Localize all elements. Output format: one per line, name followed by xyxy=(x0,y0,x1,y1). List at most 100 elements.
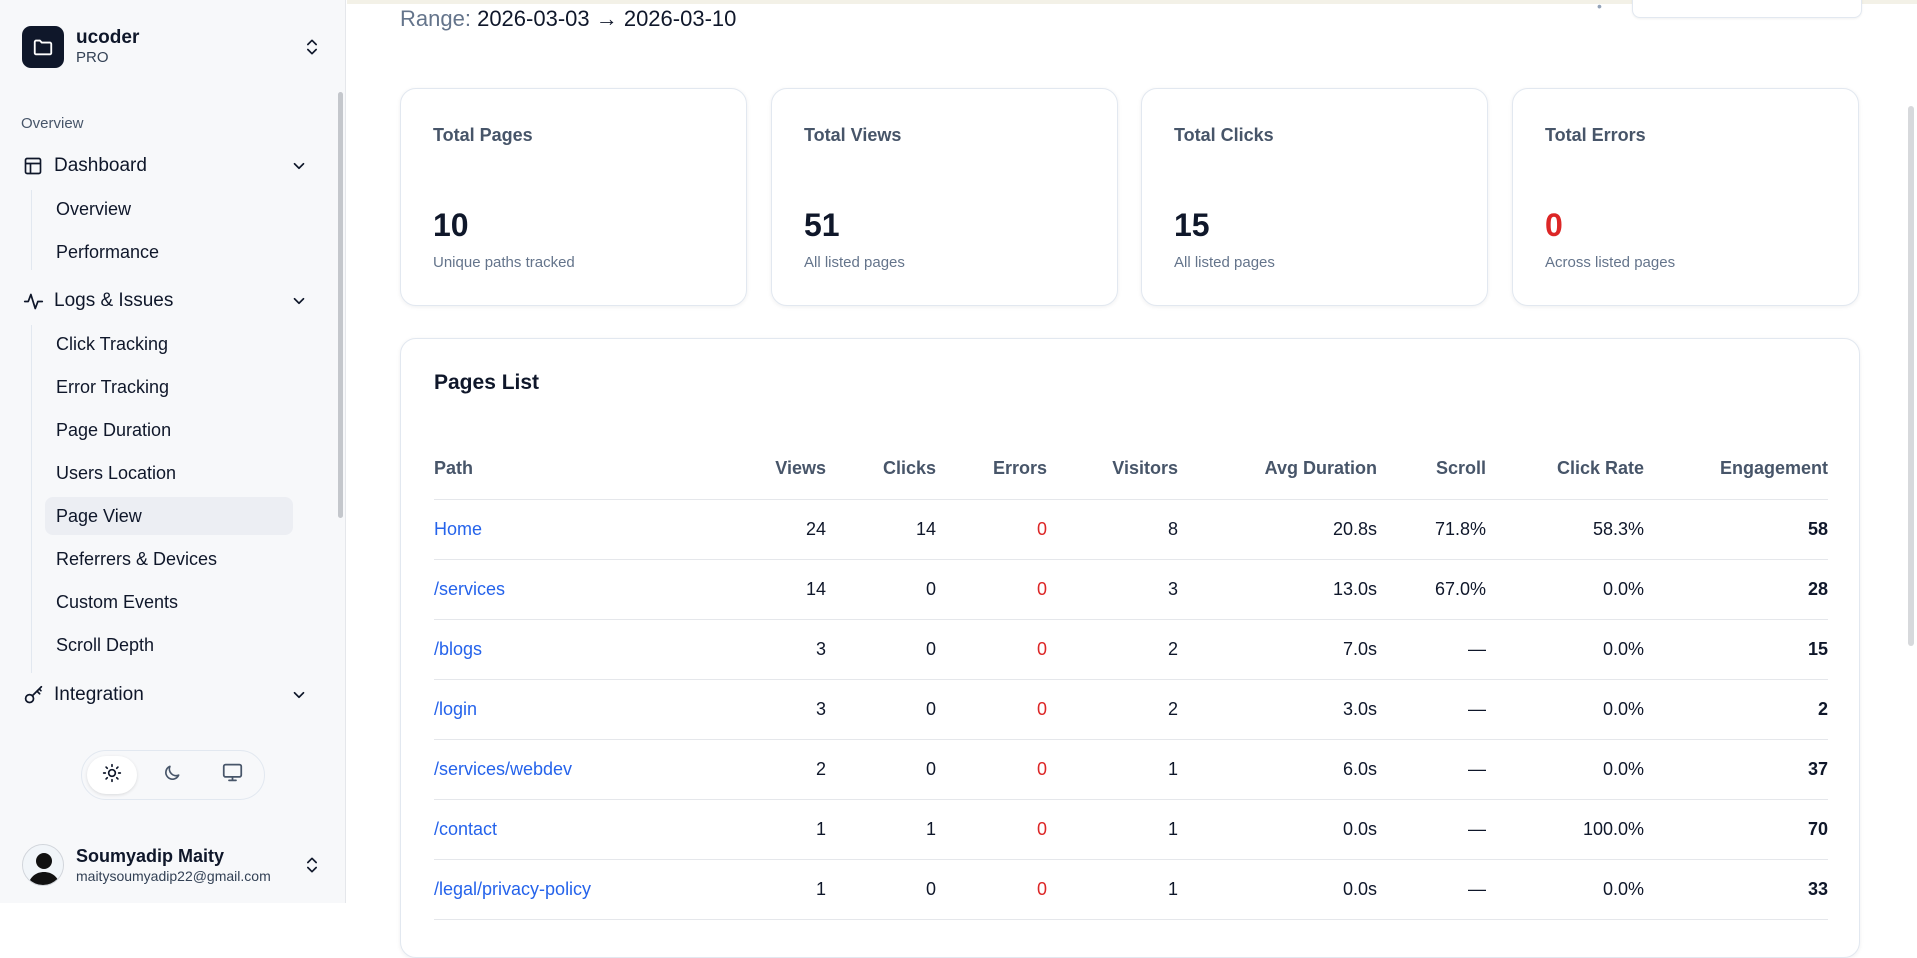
system-theme-button[interactable] xyxy=(207,756,257,794)
sidebar-item-custom-events[interactable]: Custom Events xyxy=(56,591,179,612)
sidebar-item-error-tracking[interactable]: Error Tracking xyxy=(56,376,170,397)
user-name: Soumyadip Maity xyxy=(76,846,225,866)
stat-card-total-pages: Total Pages 10 Unique paths tracked xyxy=(400,88,747,306)
path-link[interactable]: /blogs xyxy=(434,619,664,680)
clipped-indicator-icon: • xyxy=(1597,0,1602,14)
stat-card-total-views: Total Views 51 All listed pages xyxy=(771,88,1118,306)
monitor-icon xyxy=(222,762,243,788)
date-range-picker-button[interactable] xyxy=(1632,0,1862,18)
scroll-cell: — xyxy=(1377,859,1486,920)
views-cell: 14 xyxy=(664,559,826,620)
avg-duration-cell: 13.0s xyxy=(1178,559,1377,620)
folder-icon xyxy=(22,26,64,68)
column-header-views[interactable]: Views xyxy=(664,439,826,500)
avg-duration-cell: 20.8s xyxy=(1178,499,1377,560)
sidebar-item-scroll-depth[interactable]: Scroll Depth xyxy=(56,634,155,655)
clicks-cell: 0 xyxy=(826,619,936,680)
sidebar-item-page-view[interactable]: Page View xyxy=(45,497,293,535)
table-row: /blogs 3 0 0 2 7.0s — 0.0% 15 xyxy=(434,619,1828,680)
key-icon xyxy=(22,684,44,706)
range-value: 2026-03-03 → 2026-03-10 xyxy=(477,6,737,31)
path-link[interactable]: /legal/privacy-policy xyxy=(434,859,664,920)
avg-duration-cell: 0.0s xyxy=(1178,859,1377,920)
path-link[interactable]: Home xyxy=(434,499,664,560)
dark-theme-button[interactable] xyxy=(147,756,197,794)
column-header-engagement[interactable]: Engagement xyxy=(1644,439,1828,500)
sidebar-item-overview[interactable]: Overview xyxy=(56,198,132,219)
user-menu[interactable]: Soumyadip Maity maitysoumyadip22@gmail.c… xyxy=(22,843,322,887)
path-link[interactable]: /services/webdev xyxy=(434,739,664,800)
errors-cell: 0 xyxy=(936,679,1047,740)
stat-card-total-clicks: Total Clicks 15 All listed pages xyxy=(1141,88,1488,306)
pages-list-card: Pages List Path Views Clicks Errors Visi… xyxy=(400,338,1860,958)
visitors-cell: 1 xyxy=(1047,859,1178,920)
team-switcher[interactable]: ucoder PRO xyxy=(22,26,322,68)
views-cell: 1 xyxy=(664,799,826,860)
sidebar-item-users-location[interactable]: Users Location xyxy=(56,462,177,483)
layout-dashboard-icon xyxy=(22,155,44,177)
sidebar-item-performance[interactable]: Performance xyxy=(56,241,160,262)
scroll-cell: — xyxy=(1377,679,1486,740)
sidebar-item-label: Dashboard xyxy=(54,155,147,176)
sidebar-scrollbar[interactable] xyxy=(338,92,343,518)
column-header-clicks[interactable]: Clicks xyxy=(826,439,936,500)
path-link[interactable]: /services xyxy=(434,559,664,620)
engagement-cell: 15 xyxy=(1644,619,1828,680)
column-header-errors[interactable]: Errors xyxy=(936,439,1047,500)
activity-icon xyxy=(22,290,44,312)
visitors-cell: 3 xyxy=(1047,559,1178,620)
chevron-down-icon xyxy=(290,292,308,315)
sidebar-item-referrers-devices[interactable]: Referrers & Devices xyxy=(56,548,218,569)
engagement-cell: 70 xyxy=(1644,799,1828,860)
avg-duration-cell: 6.0s xyxy=(1178,739,1377,800)
errors-cell: 0 xyxy=(936,739,1047,800)
click-rate-cell: 100.0% xyxy=(1486,799,1644,860)
avg-duration-cell: 3.0s xyxy=(1178,679,1377,740)
scroll-cell: 71.8% xyxy=(1377,499,1486,560)
chevrons-up-down-icon xyxy=(302,37,322,62)
views-cell: 2 xyxy=(664,739,826,800)
visitors-cell: 1 xyxy=(1047,739,1178,800)
errors-cell: 0 xyxy=(936,559,1047,620)
avg-duration-cell: 7.0s xyxy=(1178,619,1377,680)
path-link[interactable]: /contact xyxy=(434,799,664,860)
column-header-visitors[interactable]: Visitors xyxy=(1047,439,1178,500)
click-rate-cell: 0.0% xyxy=(1486,619,1644,680)
avatar xyxy=(22,844,64,886)
clicks-cell: 0 xyxy=(826,559,936,620)
pages-list-title: Pages List xyxy=(434,371,540,394)
errors-cell: 0 xyxy=(936,499,1047,560)
views-cell: 3 xyxy=(664,679,826,740)
logs-subnav: Click Tracking Error Tracking Page Durat… xyxy=(31,325,293,673)
path-link[interactable]: /login xyxy=(434,679,664,740)
column-header-path[interactable]: Path xyxy=(434,439,664,500)
sidebar-item-logs-issues[interactable]: Logs & Issues xyxy=(22,286,316,316)
sidebar-item-dashboard[interactable]: Dashboard xyxy=(22,151,316,181)
clicks-cell: 0 xyxy=(826,679,936,740)
card-subtitle: Across listed pages xyxy=(1545,254,1676,271)
pages-table: Path Views Clicks Errors Visitors Avg Du… xyxy=(434,439,1828,920)
table-row: /login 3 0 0 2 3.0s — 0.0% 2 xyxy=(434,679,1828,740)
card-value: 15 xyxy=(1174,207,1210,243)
sidebar-item-integration[interactable]: Integration xyxy=(22,680,316,710)
views-cell: 24 xyxy=(664,499,826,560)
main-scrollbar[interactable] xyxy=(1908,106,1914,646)
column-header-click-rate[interactable]: Click Rate xyxy=(1486,439,1644,500)
click-rate-cell: 58.3% xyxy=(1486,499,1644,560)
column-header-scroll[interactable]: Scroll xyxy=(1377,439,1486,500)
sidebar-item-page-duration[interactable]: Page Duration xyxy=(56,419,172,440)
views-cell: 1 xyxy=(664,859,826,920)
light-theme-button[interactable] xyxy=(87,756,137,794)
user-email: maitysoumyadip22@gmail.com xyxy=(76,868,271,884)
sidebar-item-click-tracking[interactable]: Click Tracking xyxy=(56,333,169,354)
date-range: Range: 2026-03-03 → 2026-03-10 xyxy=(400,6,736,32)
card-value: 0 xyxy=(1545,207,1563,243)
scroll-cell: — xyxy=(1377,799,1486,860)
column-header-avg-duration[interactable]: Avg Duration xyxy=(1178,439,1377,500)
card-value: 51 xyxy=(804,207,840,243)
scroll-cell: 67.0% xyxy=(1377,559,1486,620)
clicks-cell: 0 xyxy=(826,859,936,920)
sun-icon xyxy=(102,763,122,788)
team-name: ucoder xyxy=(76,27,140,48)
chevron-down-icon xyxy=(290,157,308,180)
